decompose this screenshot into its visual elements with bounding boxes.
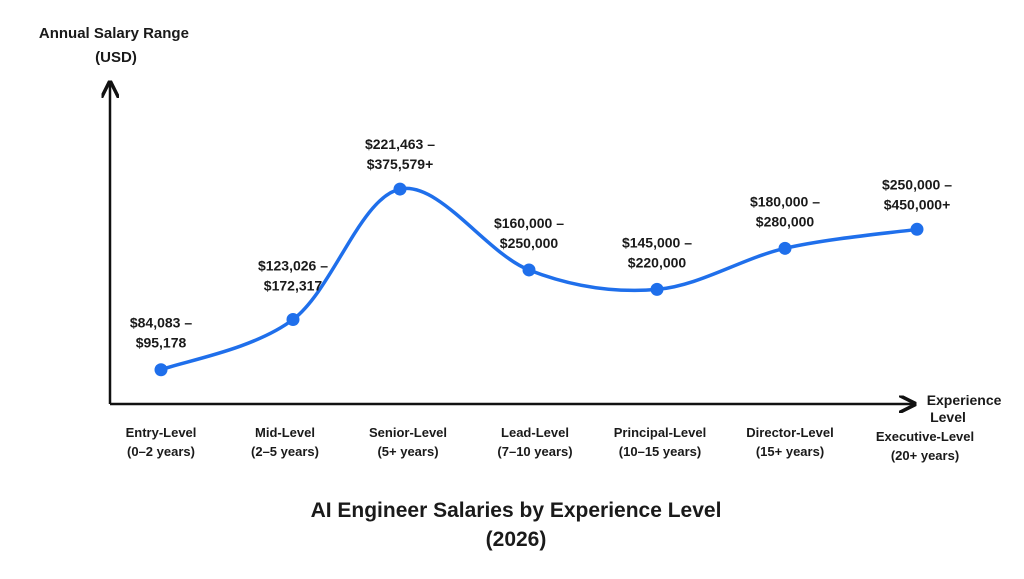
- chart-subtitle: (2026): [486, 528, 547, 551]
- data-point: [286, 313, 300, 327]
- x-tick-label: Executive-Level (20+ years): [876, 429, 974, 463]
- x-tick-label: Director-Level (15+ years): [746, 425, 833, 459]
- x-tick-label: Principal-Level (10–15 years): [614, 425, 706, 459]
- data-point: [778, 241, 792, 255]
- y-axis-label: Annual Salary Range (USD): [39, 25, 193, 66]
- x-tick-label: Mid-Level (2–5 years): [251, 425, 319, 459]
- data-point: [154, 363, 168, 377]
- data-point: [910, 222, 924, 236]
- data-label: $145,000 – $220,000: [622, 234, 692, 270]
- x-axis-label: Experience Level: [927, 392, 1006, 425]
- data-label: $221,463 – $375,579+: [365, 136, 435, 172]
- data-label: $123,026 – $172,317: [258, 258, 328, 294]
- data-label: $180,000 – $280,000: [750, 193, 820, 229]
- x-tick-label: Lead-Level (7–10 years): [497, 425, 572, 459]
- data-label: $160,000 – $250,000: [494, 215, 564, 251]
- data-label: $250,000 – $450,000+: [882, 176, 952, 212]
- chart-title: AI Engineer Salaries by Experience Level: [311, 499, 722, 522]
- data-point: [393, 182, 407, 196]
- x-tick-label: Entry-Level (0–2 years): [126, 425, 197, 459]
- x-tick-label: Senior-Level (5+ years): [369, 425, 447, 459]
- data-label: $84,083 – $95,178: [130, 315, 192, 351]
- data-point: [522, 263, 536, 277]
- data-point: [650, 282, 664, 296]
